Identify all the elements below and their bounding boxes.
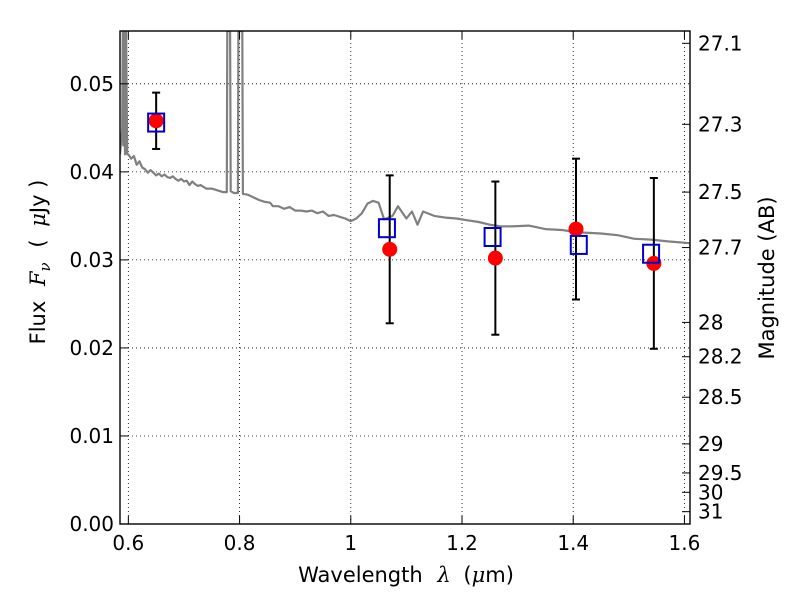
- y2-tick-label-5: 28.2: [698, 345, 743, 369]
- x-axis-label-symbol: λ: [436, 563, 450, 587]
- y2-tick-label-9: 30: [698, 480, 723, 504]
- model-point-4: [642, 243, 661, 264]
- y-tick-label-5: 0.05: [69, 72, 114, 96]
- y-tick-label-0: 0.00: [69, 512, 114, 536]
- x-tick-label-2: 1: [344, 531, 357, 555]
- y2-tick-label-2: 27.5: [698, 180, 743, 204]
- y2-tick-label-7: 29: [698, 432, 723, 456]
- y2-tick-label-3: 27.7: [698, 236, 743, 260]
- y-tick-label-2: 0.02: [69, 336, 114, 360]
- observed-point-0: [148, 113, 164, 129]
- y-axis-label-symbol: F: [26, 270, 50, 287]
- plot-frame: [119, 30, 691, 525]
- model-point-1: [377, 218, 396, 239]
- y2-tick-label-4: 28: [698, 310, 723, 334]
- observed-point-2: [487, 250, 503, 266]
- y-axis-label-open: (: [26, 239, 50, 247]
- markers: [147, 112, 662, 271]
- y-axis-label: Flux Fν ( μJy ): [26, 180, 55, 345]
- model-point-2: [483, 227, 502, 248]
- grid: [120, 31, 690, 525]
- y-axis-label-subscript: ν: [36, 262, 54, 271]
- y-axis-label-unit-symbol: μ: [26, 213, 50, 227]
- model-spectrum-line: [120, 31, 690, 245]
- y2-tick-label-10: 31: [698, 500, 723, 524]
- y-axis-label-unit: Jy ): [26, 180, 50, 216]
- y2-tick-label-8: 29.5: [698, 461, 743, 485]
- y2-tick-label-0: 27.1: [698, 31, 743, 55]
- x-axis-label: Wavelength λ (μm): [298, 563, 514, 587]
- x-axis-label-open: (: [463, 563, 471, 587]
- y2-tick-label-1: 27.3: [698, 112, 743, 136]
- x-tick-label-0: 0.6: [112, 531, 144, 555]
- x-tick-label-5: 1.6: [669, 531, 701, 555]
- x-tick-label-1: 0.8: [224, 531, 256, 555]
- x-axis-label-prefix: Wavelength: [298, 563, 423, 587]
- y-axis-label-prefix: Flux: [26, 301, 50, 345]
- x-axis-label-unit: m): [485, 563, 514, 587]
- y-tick-label-3: 0.03: [69, 248, 114, 272]
- y2-tick-label-6: 28.5: [698, 385, 743, 409]
- y-tick-label-4: 0.04: [69, 160, 114, 184]
- x-axis-label-unit-symbol: μ: [472, 563, 486, 587]
- plot-area: [120, 31, 690, 245]
- model-point-3: [569, 234, 588, 255]
- ticks: 0.6 0.8 1 1.2 1.4 1.6 0.00 0.01 0.02 0.03 0.04 0.05…: [69, 31, 743, 555]
- y2-axis-label: Magnitude (AB): [755, 196, 779, 359]
- observed-point-1: [382, 241, 398, 257]
- model-point-0: [147, 112, 166, 133]
- observed-point-3: [568, 221, 584, 237]
- y-tick-label-1: 0.01: [69, 424, 114, 448]
- x-tick-label-4: 1.4: [557, 531, 589, 555]
- x-tick-label-3: 1.2: [446, 531, 478, 555]
